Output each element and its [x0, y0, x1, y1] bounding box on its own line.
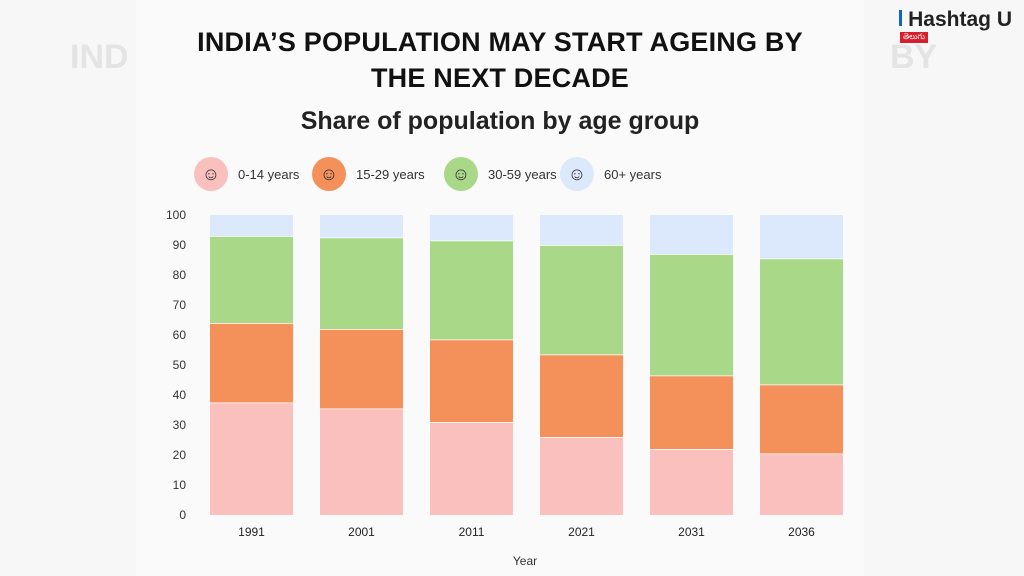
ghost-title-left: IND [70, 38, 129, 76]
y-tick-label: 100 [166, 208, 186, 222]
bar-segment [210, 236, 293, 323]
brand-mark [899, 10, 902, 26]
legend-item-0-14: ☺ 0-14 years [194, 154, 299, 194]
x-axis-label: Year [513, 554, 537, 568]
bar-segment [760, 215, 843, 259]
elderly-icon: ☺ [560, 157, 594, 191]
legend-label: 30-59 years [488, 166, 557, 182]
bar-segment [430, 215, 513, 241]
legend-label: 60+ years [604, 166, 662, 182]
legend-item-30-59: ☺ 30-59 years [444, 154, 557, 194]
legend-item-60-plus: ☺ 60+ years [560, 154, 661, 194]
title-line-2: THE NEXT DECADE [370, 63, 630, 93]
bar-segment [320, 408, 403, 515]
bar-segment [430, 240, 513, 340]
chart-subtitle: Share of population by age group [300, 107, 700, 135]
bar-segment [320, 215, 403, 238]
y-tick-label: 40 [173, 388, 187, 402]
y-tick-label: 10 [173, 478, 187, 492]
bar-segment [430, 422, 513, 515]
bar-segment [760, 453, 843, 515]
x-tick-label: 2001 [348, 525, 375, 539]
x-tick-label: 2011 [459, 525, 485, 539]
child-icon: ☺ [194, 157, 228, 191]
legend-item-15-29: ☺ 15-29 years [312, 154, 425, 194]
x-tick-label: 2031 [678, 525, 705, 539]
ghost-title-right: BY [890, 38, 938, 76]
bar-segment [320, 329, 403, 409]
bar-segment [650, 449, 733, 515]
bar-segment [650, 215, 733, 254]
y-tick-label: 50 [173, 358, 187, 372]
bar-segment [430, 339, 513, 422]
y-tick-label: 90 [173, 238, 187, 252]
x-axis: 1991 2001 2011 2021 2031 2036 [238, 525, 815, 539]
bar-segment [760, 258, 843, 385]
y-tick-label: 70 [173, 298, 187, 312]
x-tick-label: 1991 [238, 525, 265, 539]
bar-segment [210, 215, 293, 236]
adult-icon: ☺ [444, 157, 478, 191]
brand-logo: Hashtag U [908, 8, 1012, 31]
bar-segment [320, 237, 403, 329]
y-tick-label: 60 [173, 328, 187, 342]
bar-segment [540, 354, 623, 437]
title-line-1: INDIA’S POPULATION MAY START AGEING BY [197, 27, 803, 57]
bar-segment [210, 402, 293, 515]
bar-segment [760, 384, 843, 454]
legend-label: 0-14 years [238, 166, 300, 182]
bars [210, 215, 843, 515]
y-tick-label: 20 [173, 448, 187, 462]
bar-segment [540, 245, 623, 355]
x-tick-label: 2036 [788, 525, 815, 539]
brand-sub: తెలుగు [899, 32, 928, 43]
bar-segment [650, 254, 733, 376]
bar-segment [650, 375, 733, 449]
x-tick-label: 2021 [568, 525, 595, 539]
chart-title: INDIA’S POPULATION MAY START AGEING BY T… [136, 24, 864, 96]
young-adult-icon: ☺ [312, 157, 346, 191]
bar-segment [540, 437, 623, 515]
bar-segment [540, 215, 623, 245]
y-tick-label: 80 [173, 268, 187, 282]
bar-segment [210, 323, 293, 403]
y-tick-label: 0 [179, 508, 186, 522]
y-axis: 0 10 20 30 40 50 60 70 80 90 100 [166, 208, 186, 522]
legend-label: 15-29 years [356, 166, 425, 182]
y-tick-label: 30 [173, 418, 187, 432]
